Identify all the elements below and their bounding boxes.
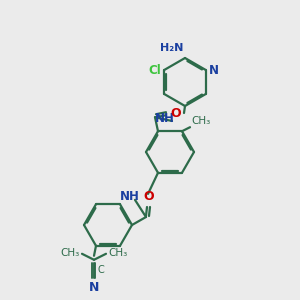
Text: NH: NH [155,112,175,124]
Text: CH₃: CH₃ [191,116,210,126]
Text: NH: NH [120,190,140,203]
Text: O: O [170,107,181,120]
Text: Cl: Cl [148,64,161,76]
Text: CH₃: CH₃ [108,248,127,258]
Text: H₂N: H₂N [160,43,183,53]
Text: N: N [89,281,99,294]
Text: CH₃: CH₃ [61,248,80,258]
Text: O: O [144,190,154,203]
Text: N: N [209,64,219,76]
Text: C: C [98,265,105,275]
